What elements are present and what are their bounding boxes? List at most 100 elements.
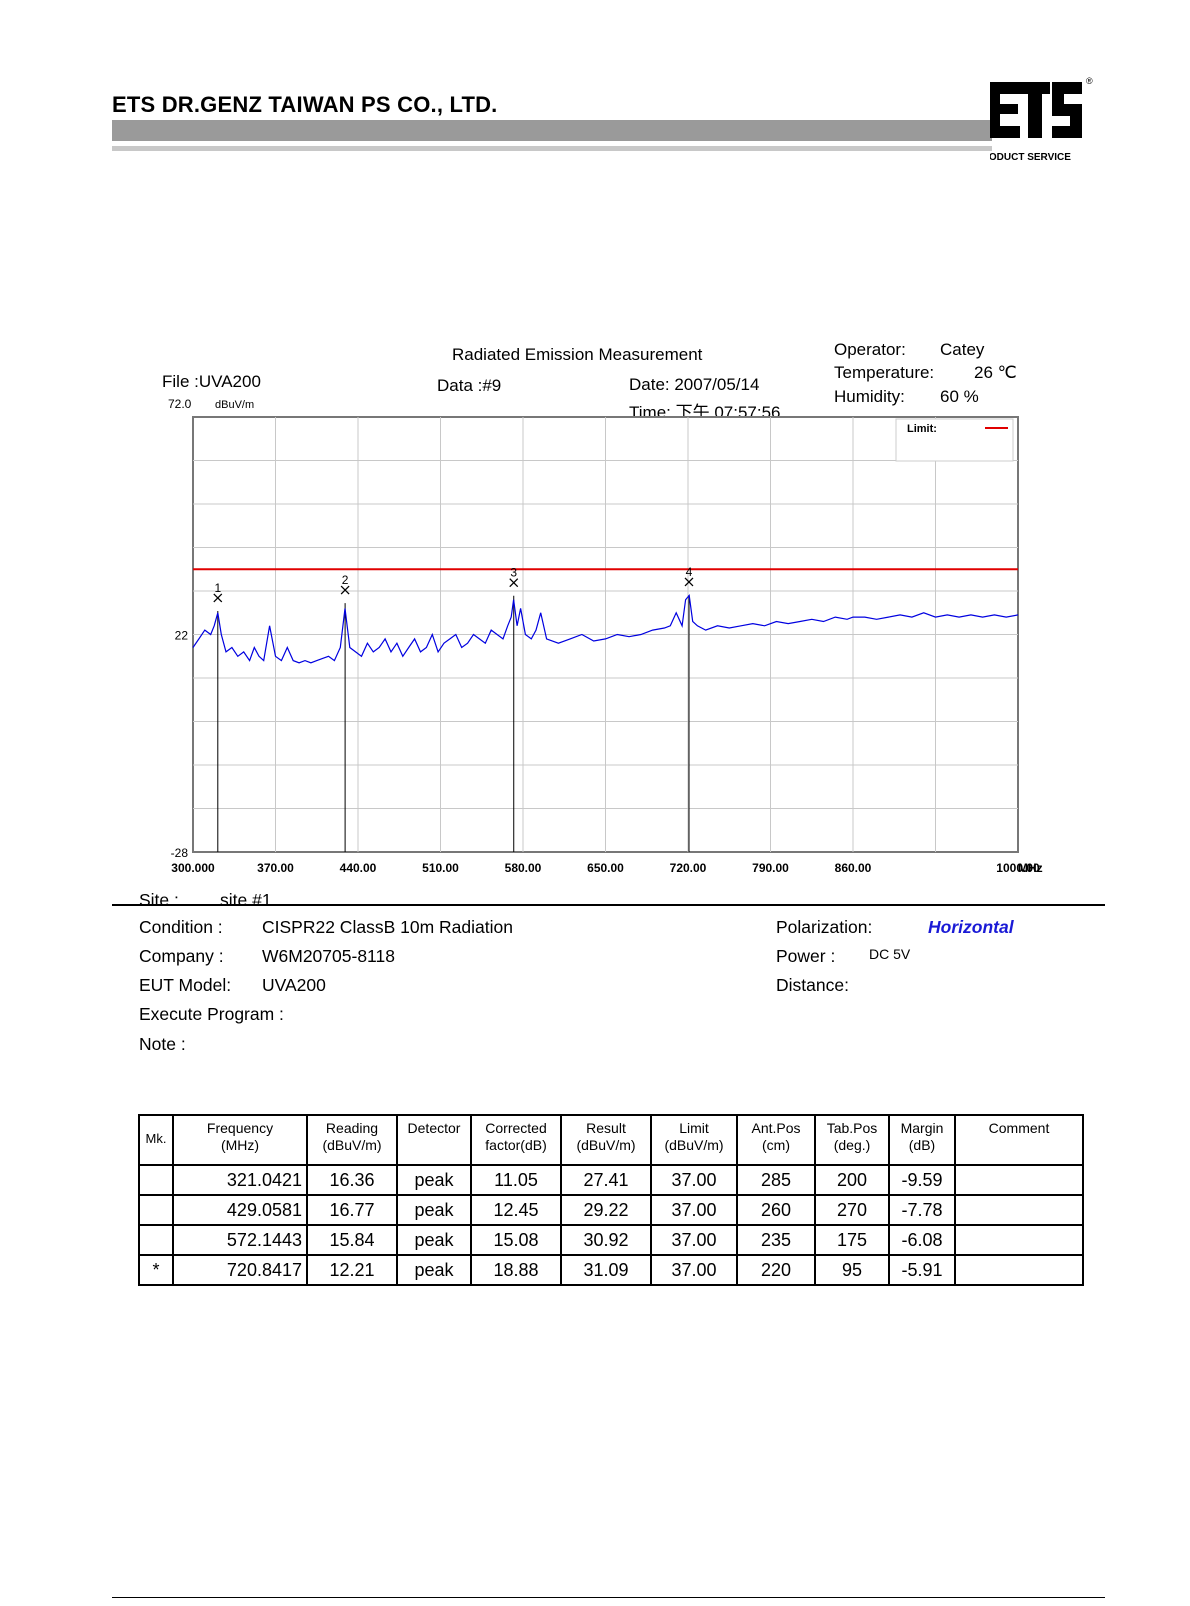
table-cell: 29.22 xyxy=(560,1194,652,1226)
ets-logo: ® PRODUCT SERVICE xyxy=(975,76,1102,168)
emission-trace xyxy=(192,593,1019,664)
power-value: DC 5V xyxy=(869,946,911,962)
marker-cross xyxy=(213,593,223,603)
column-header: Corrected factor(dB) xyxy=(470,1114,562,1166)
table-cell: 15.08 xyxy=(470,1224,562,1256)
program-label: Execute Program : xyxy=(139,1004,284,1024)
table-cell: 27.41 xyxy=(560,1164,652,1196)
column-header-line: Result xyxy=(586,1120,626,1136)
column-header-line: (dB) xyxy=(908,1137,936,1153)
x-tick-label: 790.00 xyxy=(752,861,789,875)
column-header-line: (deg.) xyxy=(833,1137,871,1153)
temperature-value: 26 ℃ xyxy=(974,363,1017,382)
condition-value: CISPR22 ClassB 10m Radiation xyxy=(262,917,513,937)
table-cell: peak xyxy=(396,1254,472,1286)
table-cell: 37.00 xyxy=(650,1224,738,1256)
column-header: Frequency (MHz) xyxy=(172,1114,308,1166)
column-header: Comment xyxy=(954,1114,1084,1166)
table-cell: 720.8417 xyxy=(172,1254,308,1286)
table-cell: 200 xyxy=(814,1164,890,1196)
table-cell xyxy=(954,1224,1084,1256)
column-header-line: Corrected xyxy=(485,1120,547,1136)
column-header-line: (cm) xyxy=(762,1137,790,1153)
data-label: Data :#9 xyxy=(437,376,502,395)
x-tick-label: 720.00 xyxy=(670,861,707,875)
operator-label: Operator: xyxy=(834,340,906,359)
table-cell: 429.0581 xyxy=(172,1194,308,1226)
column-header: Result (dBuV/m) xyxy=(560,1114,652,1166)
table-cell: 11.05 xyxy=(470,1164,562,1196)
table-cell: peak xyxy=(396,1224,472,1256)
table-cell xyxy=(954,1164,1084,1196)
y-tick-label: 22 xyxy=(175,629,189,643)
table-cell: -6.08 xyxy=(888,1224,956,1256)
x-tick-label: 1000.00 xyxy=(996,861,1040,875)
column-header-line: Tab.Pos xyxy=(826,1120,878,1136)
eut-label: EUT Model: xyxy=(139,975,232,995)
column-header-line: (dBuV/m) xyxy=(322,1137,382,1153)
table-row: 572.1443 15.84 peak 15.08 30.92 37.00 235 175 -6… xyxy=(138,1224,1084,1256)
y-tick-label: -28 xyxy=(171,846,189,860)
humidity-value: 60 % xyxy=(940,387,979,406)
table-body: 321.0421 16.36 peak 11.05 27.41 37.00 285 200 -9… xyxy=(138,1164,1084,1286)
x-tick-label: 370.00 xyxy=(257,861,294,875)
marker-label: 2 xyxy=(342,573,349,587)
table-cell: 12.21 xyxy=(306,1254,398,1286)
legend-label: Limit: xyxy=(907,423,937,435)
table-cell xyxy=(138,1164,174,1196)
marker-1: 1 xyxy=(213,581,223,603)
company-name: ETS DR.GENZ TAIWAN PS CO., LTD. xyxy=(112,92,498,117)
marker-cross xyxy=(340,585,350,595)
registered-mark: ® xyxy=(1086,76,1093,86)
marker-cross xyxy=(509,578,519,588)
table-cell: 37.00 xyxy=(650,1254,738,1286)
table-row: 429.0581 16.77 peak 12.45 29.22 37.00 260 270 -7… xyxy=(138,1194,1084,1226)
note-label: Note : xyxy=(139,1034,186,1054)
operator-value: Catey xyxy=(940,340,985,359)
x-tick-label: 650.00 xyxy=(587,861,624,875)
table-row: 321.0421 16.36 peak 11.05 27.41 37.00 285 200 -9… xyxy=(138,1164,1084,1196)
polarization-value: Horizontal xyxy=(928,917,1014,937)
footer-rule xyxy=(112,1597,1105,1598)
table-cell: -9.59 xyxy=(888,1164,956,1196)
column-header: Limit (dBuV/m) xyxy=(650,1114,738,1166)
date-label: Date: 2007/05/14 xyxy=(629,375,760,394)
table-cell: 37.00 xyxy=(650,1164,738,1196)
table-cell xyxy=(138,1224,174,1256)
marker-label: 3 xyxy=(510,566,517,580)
table-cell: 175 xyxy=(814,1224,890,1256)
site-label: Site : xyxy=(139,890,179,910)
column-header-line: (MHz) xyxy=(220,1137,260,1153)
column-header: Reading (dBuV/m) xyxy=(306,1114,398,1166)
column-header: Tab.Pos (deg.) xyxy=(814,1114,890,1166)
site-value: site #1 xyxy=(220,890,272,910)
header-bar xyxy=(112,120,992,141)
table-header-row: Mk. Frequency (MHz) Reading (dBuV/m) Detector… xyxy=(138,1114,1084,1166)
distance-label: Distance: xyxy=(776,975,849,995)
table-cell: 18.88 xyxy=(470,1254,562,1286)
table-cell: 572.1443 xyxy=(172,1224,308,1256)
column-header: Mk. xyxy=(138,1114,174,1166)
table-cell: 270 xyxy=(814,1194,890,1226)
chart-title: Radiated Emission Measurement xyxy=(452,345,703,364)
table-cell: -5.91 xyxy=(888,1254,956,1286)
x-tick-label: 440.00 xyxy=(340,861,377,875)
x-unit-label: MHz xyxy=(1018,861,1043,875)
table-cell: 285 xyxy=(736,1164,816,1196)
table-cell: 235 xyxy=(736,1224,816,1256)
section-divider xyxy=(112,904,1105,906)
x-tick-label: 510.00 xyxy=(422,861,459,875)
marker-2: 2 xyxy=(340,573,350,595)
marker-4: 4 xyxy=(684,565,694,587)
y-unit-label: dBuV/m xyxy=(215,399,255,411)
table-cell: -7.78 xyxy=(888,1194,956,1226)
column-header-line: Reading xyxy=(325,1120,379,1136)
table-cell: 37.00 xyxy=(650,1194,738,1226)
table-cell: 16.36 xyxy=(306,1164,398,1196)
column-header: Margin (dB) xyxy=(888,1114,956,1166)
table-cell: * xyxy=(138,1254,174,1286)
table-row: * 720.8417 12.21 peak 18.88 31.09 37.00 220 95 -5… xyxy=(138,1254,1084,1286)
table-cell: peak xyxy=(396,1194,472,1226)
eut-value: UVA200 xyxy=(262,975,326,995)
